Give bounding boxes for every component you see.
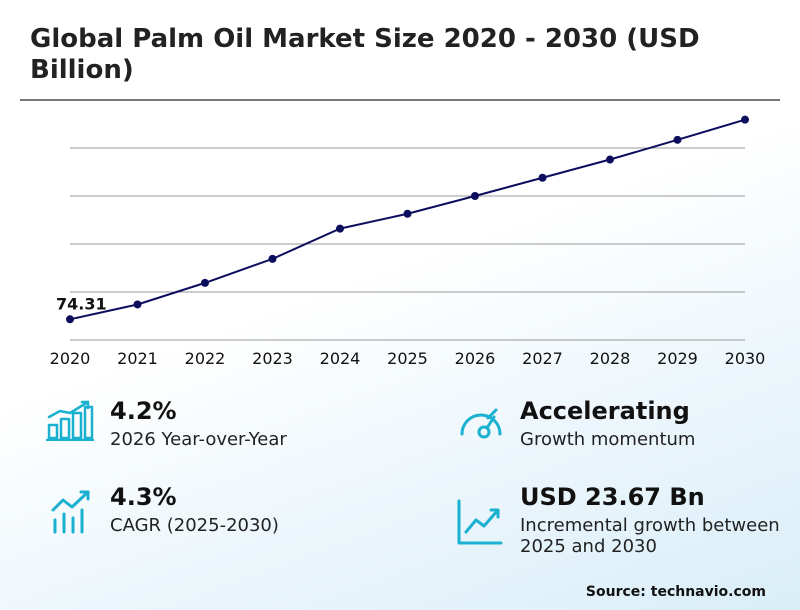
cagr-trend-icon [51, 490, 90, 534]
data-point [133, 300, 142, 309]
data-point [538, 173, 547, 182]
grid-lines [70, 147, 745, 341]
x-tick-label: 2029 [657, 349, 698, 368]
x-axis-ticks: 2020 2021 2022 2023 2024 2025 2026 2027 2028 2029… [50, 349, 766, 368]
stat-yoy: 4.2% 2026 Year-over-Year [110, 397, 287, 450]
data-point [66, 315, 74, 324]
title-divider [20, 99, 780, 101]
page-title: Global Palm Oil Market Size 2020 - 2030 … [30, 24, 700, 85]
data-point [471, 192, 479, 200]
data-point [403, 209, 412, 218]
series-market-size [66, 115, 749, 324]
stat-cagr-value: 4.3% [110, 483, 177, 511]
gauge-icon [460, 408, 502, 439]
series-line [69, 118, 746, 321]
x-tick-label: 2030 [725, 349, 766, 368]
x-tick-label: 2026 [455, 349, 496, 368]
data-labels: 74.31 [56, 294, 107, 313]
data-point [673, 135, 682, 144]
x-tick-label: 2028 [590, 349, 631, 368]
stat-momentum-value: Accelerating [520, 397, 690, 425]
stat-cagr: 4.3% CAGR (2025-2030) [110, 483, 279, 536]
stat-cagr-desc: CAGR (2025-2030) [110, 515, 279, 536]
x-tick-label: 2023 [252, 349, 293, 368]
bar-growth-icon [46, 400, 94, 441]
source-credit: Source: technavio.com [585, 584, 766, 600]
x-tick-label: 2020 [50, 349, 91, 368]
line-chart: 2020 2021 2022 2023 2024 2025 2026 2027 2028 2029… [50, 115, 766, 368]
data-point [606, 155, 614, 164]
x-tick-label: 2025 [387, 349, 428, 368]
incremental-chart-icon [457, 499, 503, 545]
data-point [336, 224, 344, 233]
stat-yoy-desc: 2026 Year-over-Year [110, 429, 287, 450]
stat-yoy-value: 4.2% [110, 397, 177, 425]
data-label: 74.31 [56, 294, 107, 313]
x-tick-label: 2024 [320, 349, 361, 368]
stat-incremental-desc: Incremental growth between 2025 and 2030 [520, 515, 780, 557]
stat-incremental: USD 23.67 Bn Incremental growth between … [520, 483, 780, 557]
x-tick-label: 2027 [522, 349, 563, 368]
data-point [741, 115, 749, 124]
x-tick-label: 2021 [117, 349, 158, 368]
data-point [268, 254, 277, 263]
x-tick-label: 2022 [185, 349, 226, 368]
stat-incremental-value: USD 23.67 Bn [520, 483, 705, 511]
data-point [201, 278, 209, 287]
stat-momentum: Accelerating Growth momentum [520, 397, 695, 450]
stat-momentum-desc: Growth momentum [520, 429, 696, 450]
